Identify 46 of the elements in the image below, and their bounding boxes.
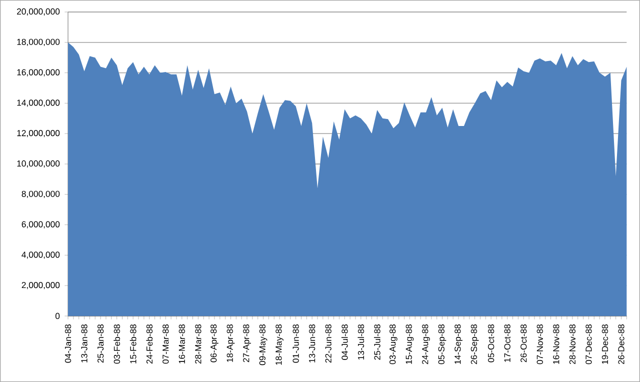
x-tick-label: 14-Sep-88 — [454, 324, 462, 364]
x-tick-label: 16-Nov-88 — [553, 324, 560, 364]
x-tick-label: 18-Apr-88 — [226, 324, 235, 362]
y-tick-label: 12,000,000 — [17, 130, 60, 138]
x-tick-label: 13-Jun-88 — [309, 324, 316, 362]
x-tick-label: 13-Jul-88 — [358, 324, 364, 360]
x-tick-label: 18-May-88 — [276, 324, 284, 365]
x-tick-label: 07-Dec-88 — [586, 324, 592, 364]
x-tick-label: 15-Aug-88 — [406, 324, 414, 364]
y-tick-label: 16,000,000 — [17, 69, 60, 76]
x-tick-label: 17-Oct-88 — [504, 324, 510, 362]
x-tick-label: 28-Nov-88 — [569, 324, 576, 364]
x-tick-label: 07-Nov-88 — [536, 324, 543, 364]
y-tick-label: 20,000,000 — [17, 8, 60, 16]
x-tick-label: 19-Dec-88 — [602, 324, 608, 364]
x-tick-label: 09-May-88 — [259, 324, 268, 366]
x-tick-label: 25-Jan-88 — [97, 324, 104, 363]
x-tick-label: 22-Jun-88 — [325, 324, 332, 363]
x-tick-label: 28-Mar-88 — [195, 324, 202, 364]
x-tick-label: 04-Jan-88 — [64, 324, 72, 363]
y-tick-label: 18,000,000 — [17, 38, 60, 46]
y-tick-label: 14,000,000 — [17, 100, 60, 107]
x-tick-label: 03-Aug-88 — [390, 324, 398, 364]
y-tick-label: 0 — [55, 312, 60, 320]
x-tick-label: 24-Feb-88 — [146, 324, 153, 364]
x-tick-label: 07-Mar-88 — [162, 324, 169, 364]
x-tick-label: 13-Jan-88 — [81, 324, 88, 362]
x-tick-label: 16-Mar-88 — [178, 324, 185, 364]
y-tick-label: 8,000,000 — [22, 190, 60, 198]
x-tick-label: 04-Jul-88 — [341, 324, 348, 360]
x-tick-label: 15-Feb-88 — [130, 324, 136, 364]
x-tick-label: 25-Jul-88 — [374, 324, 380, 360]
x-tick-label: 26-Oct-88 — [520, 324, 527, 362]
x-tick-label: 05-Oct-88 — [488, 324, 494, 362]
x-tick-label: 24-Aug-88 — [422, 324, 430, 364]
y-tick-label: 10,000,000 — [17, 160, 60, 168]
x-tick-label: 05-Sep-88 — [438, 324, 446, 364]
y-tick-label: 6,000,000 — [22, 221, 60, 228]
y-tick-label: 2,000,000 — [22, 282, 60, 290]
x-tick-label: 06-Apr-88 — [210, 324, 218, 362]
y-tick-label: 4,000,000 — [22, 252, 60, 259]
x-tick-label: 26-Dec-88 — [618, 324, 624, 364]
x-tick-label: 01-Jun-88 — [292, 324, 299, 363]
x-tick-label: 26-Sep-88 — [470, 324, 479, 364]
x-tick-label: 03-Feb-88 — [114, 324, 120, 364]
x-tick-label: 27-Apr-88 — [243, 324, 251, 362]
